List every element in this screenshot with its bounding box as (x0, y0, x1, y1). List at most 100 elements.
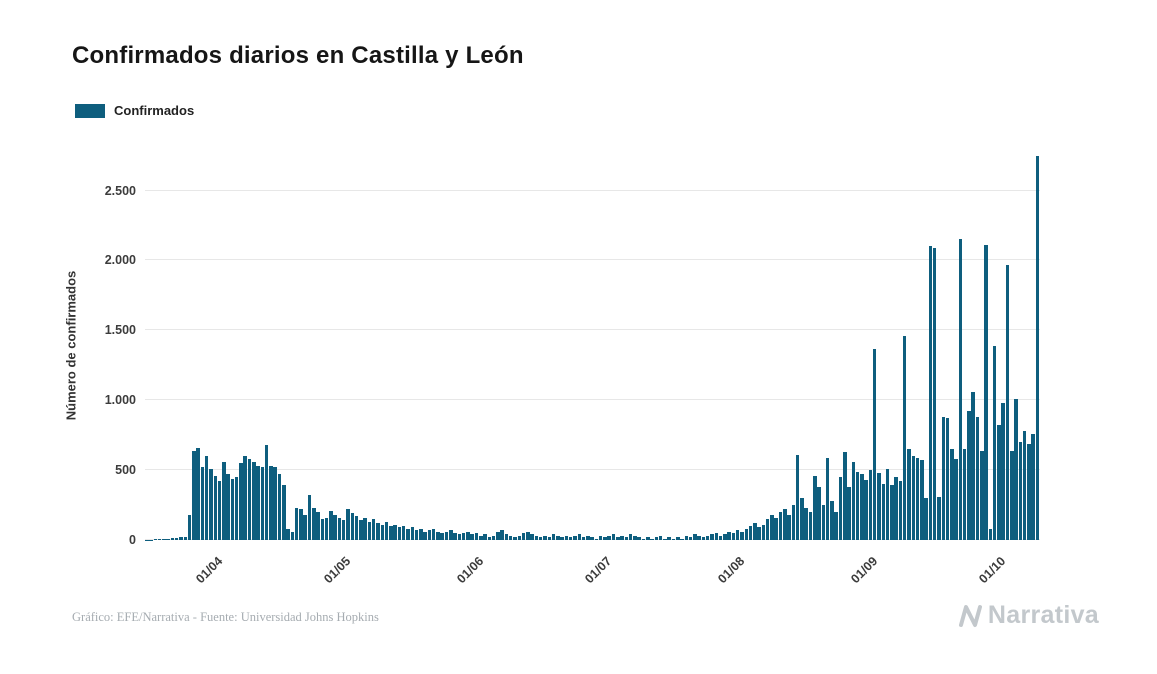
bar (731, 533, 736, 540)
bar (427, 530, 432, 540)
gridline (145, 189, 1040, 191)
x-tick-label: 01/04 (192, 554, 225, 587)
bar (423, 531, 427, 540)
bar (881, 484, 886, 540)
bar (872, 348, 877, 540)
bar (740, 531, 744, 540)
y-axis: 0 500 1.000 1.500 2.000 2.500 (0, 150, 136, 547)
bar (795, 454, 800, 540)
bar (932, 247, 937, 540)
bar (577, 534, 581, 540)
source-credit: Gráfico: EFE/Narrativa - Fuente: Univers… (72, 610, 379, 624)
bar (543, 535, 547, 540)
bar (770, 514, 774, 540)
bar (864, 479, 868, 540)
bar (598, 535, 603, 540)
bar (774, 517, 778, 540)
bar (808, 512, 813, 540)
bar (1022, 430, 1027, 540)
bar (243, 456, 247, 540)
bar (530, 534, 534, 540)
bar (200, 467, 205, 540)
bar (431, 528, 436, 540)
bar (658, 535, 663, 540)
bar (337, 517, 342, 540)
bar (646, 537, 650, 540)
bar (568, 537, 573, 540)
bar (671, 538, 676, 540)
bar (821, 505, 826, 540)
bar (354, 516, 359, 540)
bar (470, 534, 474, 540)
bar (264, 444, 269, 540)
bar (868, 470, 873, 540)
bar (294, 507, 299, 540)
bar (401, 526, 406, 540)
bar (877, 472, 881, 540)
bar (174, 537, 179, 540)
bar (830, 500, 834, 540)
bar (971, 391, 975, 540)
bar (663, 538, 667, 540)
bar (508, 535, 513, 540)
bar (941, 417, 945, 540)
x-tick-label: 01/05 (321, 554, 354, 587)
bar (260, 467, 265, 540)
bar (980, 450, 984, 540)
bar (483, 534, 487, 540)
bar (371, 519, 376, 540)
bar (307, 495, 312, 540)
bar (761, 524, 766, 540)
bar (804, 507, 808, 540)
y-tick-label: 2.000 (104, 253, 136, 268)
bar (376, 523, 380, 540)
bar (894, 477, 898, 540)
bar (885, 468, 890, 540)
legend: Confirmados (75, 103, 194, 118)
bar (697, 535, 701, 540)
bar (791, 505, 796, 540)
x-tick-label: 01/07 (582, 554, 615, 587)
bar (179, 537, 183, 540)
bar (616, 537, 620, 540)
bar (324, 517, 329, 540)
x-tick-label: 01/06 (454, 554, 487, 587)
bar (226, 474, 230, 540)
bar (440, 533, 444, 540)
bar (320, 519, 325, 540)
bar (898, 481, 903, 540)
bar (1018, 442, 1023, 540)
gridline (145, 469, 1040, 471)
legend-swatch (75, 103, 105, 118)
bar (341, 520, 346, 540)
bar (500, 530, 504, 540)
bar (252, 461, 256, 540)
bar (491, 535, 496, 540)
bar (410, 527, 414, 540)
bar (367, 521, 372, 540)
bar (902, 335, 907, 540)
gridline (145, 259, 1040, 261)
x-tick-label: 01/08 (715, 554, 748, 587)
bar (1001, 403, 1005, 540)
bar (551, 534, 556, 540)
bar (547, 537, 552, 540)
bar (757, 527, 761, 540)
bar (350, 513, 355, 540)
bar (847, 486, 851, 540)
bar (183, 536, 188, 540)
bar (1010, 450, 1014, 540)
bar (611, 534, 616, 540)
y-tick-label: 2.500 (104, 183, 136, 198)
bar (406, 528, 410, 540)
bar (950, 449, 954, 540)
bar (765, 519, 770, 540)
bar (204, 456, 209, 540)
bar (556, 535, 560, 540)
bar (813, 475, 817, 540)
bar (504, 534, 509, 540)
y-tick-label: 1.000 (104, 393, 136, 408)
bar (487, 537, 492, 540)
bar (521, 533, 526, 540)
